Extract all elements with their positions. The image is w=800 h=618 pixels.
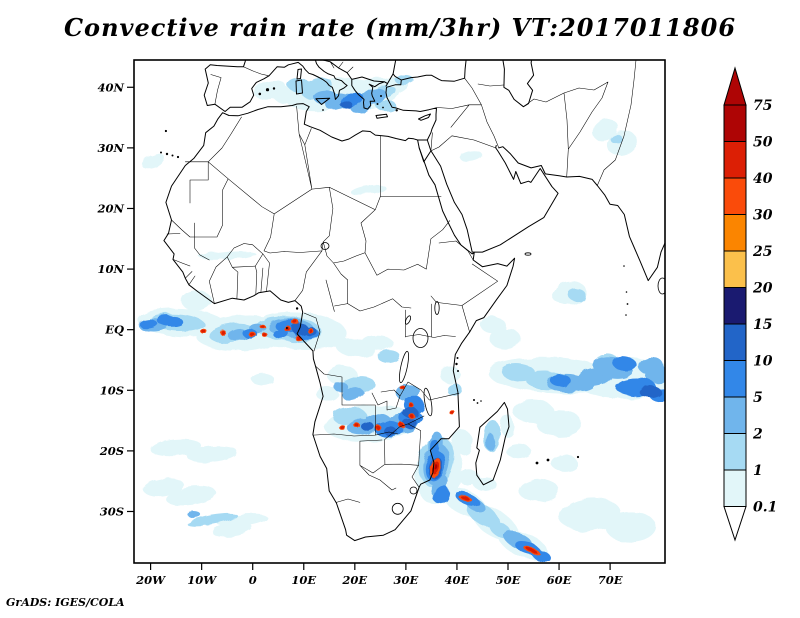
- map-frame: [134, 60, 665, 563]
- asia-coastline: [386, 60, 665, 281]
- lat-tick-label: 20N: [96, 201, 124, 215]
- colorbar-segment: [724, 251, 746, 288]
- colorbar-segment: [724, 470, 746, 507]
- colorbar-label: 0.1: [753, 500, 777, 516]
- lon-tick-label: 20W: [135, 573, 166, 587]
- colorbar-label: 40: [753, 171, 773, 187]
- colorbar-label: 50: [753, 135, 773, 151]
- rain-shading-blob: [139, 151, 167, 172]
- lat-tick-label: 10N: [97, 262, 124, 276]
- colorbar-segment: [724, 105, 746, 142]
- colorbar-label: 2: [752, 427, 763, 443]
- socotra-island: [525, 253, 531, 255]
- colorbar-label: 30: [753, 208, 773, 224]
- colorbar-segment: [724, 178, 746, 215]
- lat-tick-label: 30N: [97, 141, 124, 155]
- rain-shading-blob: [252, 373, 274, 385]
- rain-shading-blob: [340, 426, 344, 429]
- rain-shading-blob: [199, 249, 256, 261]
- map-geography: [160, 60, 667, 541]
- colorbar-label: 75: [753, 98, 772, 114]
- rain-shading-blob: [361, 422, 374, 430]
- rain-shading-blob: [308, 329, 312, 332]
- rain-shading-blob: [639, 386, 661, 397]
- rain-shading-blob: [550, 375, 570, 387]
- eswatini-border: [410, 487, 417, 494]
- lat-tick-label: EQ: [104, 323, 124, 337]
- rain-shading-blob: [536, 410, 582, 437]
- rain-shading-blob: [459, 150, 483, 163]
- rain-shading-blob: [221, 331, 225, 334]
- colorbar-over-arrow: [724, 68, 746, 105]
- map-plot: 40N 30N 20N 10N EQ 10S 20S 30S 20W 10W 0 10E 20E 30E 4…: [0, 0, 800, 618]
- colorbar-label: 5: [753, 390, 763, 406]
- rain-shading-blob: [355, 424, 359, 427]
- rain-shading-blob: [181, 290, 212, 311]
- rain-shading-blob: [377, 350, 399, 363]
- lon-tick-label: 70E: [598, 573, 623, 587]
- rain-shading-blob: [610, 134, 622, 144]
- lon-tick-label: 50E: [496, 573, 521, 587]
- lat-tick-label: 10S: [100, 383, 124, 397]
- rain-shading-blob: [446, 383, 461, 395]
- rain-shading-blob: [410, 415, 414, 418]
- rain-shading-blob: [363, 336, 394, 351]
- rain-shading-blob: [480, 316, 505, 333]
- lat-tick-label: 30S: [100, 504, 124, 518]
- lon-tick-label: 60E: [547, 573, 572, 587]
- rain-shading-blob: [260, 325, 264, 328]
- rain-shading-blob: [293, 321, 298, 325]
- colorbar-segment: [724, 397, 746, 434]
- rain-shading-blob: [486, 433, 495, 450]
- colorbar-label: 10: [753, 354, 773, 370]
- colorbar-segment: [724, 142, 746, 179]
- rain-shading-blob: [605, 511, 656, 541]
- lon-tick-label: 0: [249, 573, 257, 587]
- lat-tick-label: 20S: [99, 444, 124, 458]
- rain-shading-blob: [263, 334, 267, 337]
- lon-tick-label: 10E: [291, 573, 316, 587]
- rain-shading-blob: [568, 288, 585, 300]
- rain-shading-blob: [452, 430, 472, 454]
- rain-shading-blob: [450, 411, 454, 414]
- rain-shading-blob: [249, 332, 254, 336]
- colorbar-under-arrow: [724, 507, 746, 541]
- rain-shading-blob: [350, 182, 387, 196]
- grads-attribution: GrADS: IGES/COLA: [6, 596, 125, 609]
- colorbar-segment: [724, 324, 746, 361]
- rain-shading-blob: [518, 479, 559, 502]
- colorbar-segment: [724, 434, 746, 471]
- rain-shading-blob: [376, 426, 380, 429]
- rain-shading-blob: [187, 512, 200, 518]
- rain-shading-blob: [139, 319, 157, 329]
- lon-tick-label: 10W: [187, 573, 217, 587]
- lon-tick-label: 40E: [445, 573, 470, 587]
- rain-shading-blob: [410, 405, 414, 408]
- grads-plot-page: Convective rain rate (mm/3hr) VT:2017011…: [0, 0, 800, 618]
- colorbar: 75 50 40 30 25 20 15 10 5 2 1 0.1: [724, 68, 777, 540]
- rain-shading-blob: [341, 102, 353, 109]
- colorbar-label: 15: [753, 317, 772, 333]
- rain-shading-blob: [440, 366, 460, 383]
- colorbar-segment: [724, 215, 746, 252]
- colorbar-segment: [724, 361, 746, 398]
- colorbar-label: 1: [753, 463, 763, 479]
- rain-shading-blob: [201, 329, 205, 332]
- lon-tick-label: 20E: [341, 573, 367, 587]
- colorbar-label: 20: [752, 281, 773, 297]
- lon-tick-label: 30E: [393, 573, 418, 587]
- rain-shading-blob: [333, 382, 347, 392]
- rain-shading-blob: [506, 444, 531, 459]
- colorbar-segment: [724, 288, 746, 325]
- lat-tick-label: 40N: [97, 80, 124, 94]
- plot-title: Convective rain rate (mm/3hr) VT:2017011…: [0, 13, 800, 42]
- rain-shading-blob: [551, 455, 578, 471]
- lesotho-border: [392, 503, 403, 514]
- colorbar-label: 25: [752, 244, 772, 260]
